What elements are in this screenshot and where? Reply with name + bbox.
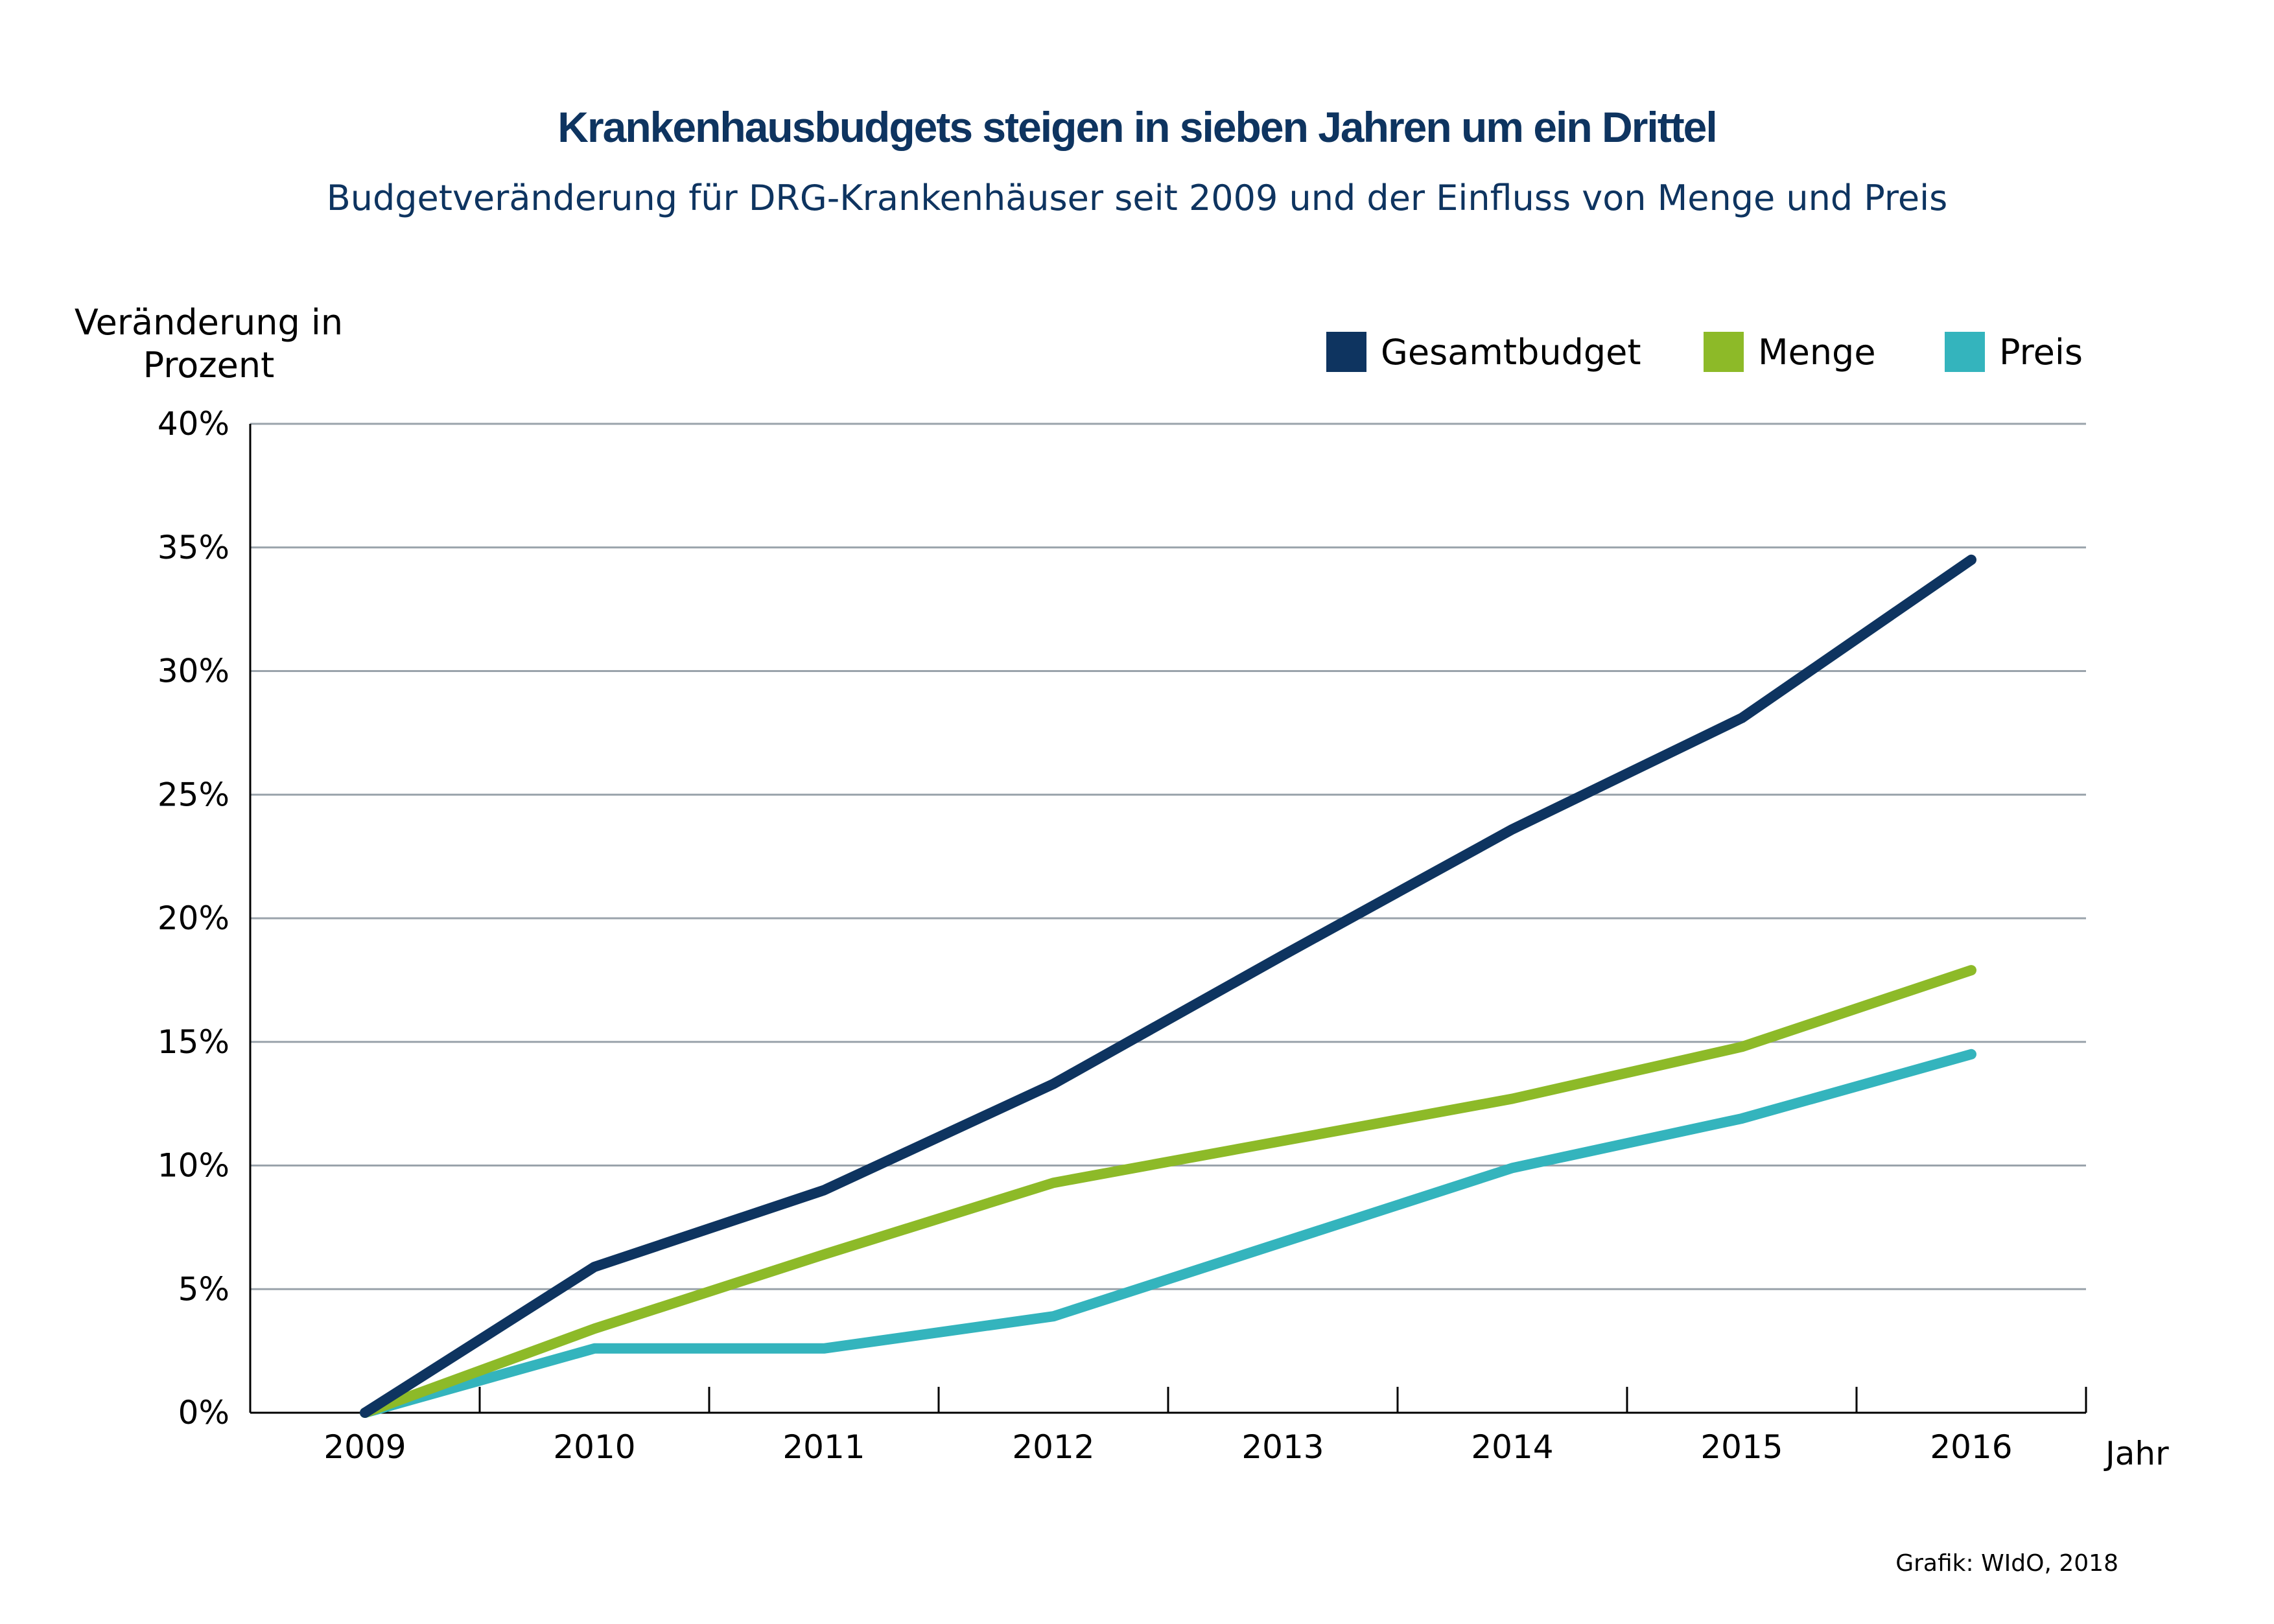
x-tick-label-2016: 2016 <box>1930 1428 2012 1466</box>
x-tick-label-2009: 2009 <box>323 1428 406 1466</box>
x-tick-label-2011: 2011 <box>782 1428 865 1466</box>
y-tick-label-0: 0% <box>178 1394 229 1432</box>
chart-subtitle: Budgetveränderung für DRG-Krankenhäuser … <box>326 178 1948 218</box>
x-tick-label-2014: 2014 <box>1471 1428 1553 1466</box>
legend-item-menge: Menge <box>1704 329 1876 375</box>
y-axis-label-line-2: Prozent <box>143 345 275 386</box>
x-tick-label-2010: 2010 <box>553 1428 635 1466</box>
x-axis-label: Jahr <box>2104 1435 2169 1472</box>
y-tick-label-35: 35% <box>158 529 229 566</box>
y-tick-label-15: 15% <box>158 1023 229 1061</box>
series-line-gesamtbudget <box>360 554 1976 1418</box>
y-tick-label-40: 40% <box>158 405 229 443</box>
series-line-preis <box>360 1049 1976 1418</box>
legend-label-menge: Menge <box>1758 331 1876 373</box>
y-tick-label-25: 25% <box>158 776 229 813</box>
chart-title: Krankenhausbudgets steigen in sieben Jah… <box>557 103 1717 151</box>
y-tick-label-20: 20% <box>158 899 229 937</box>
source-credit: Grafik: WIdO, 2018 <box>1895 1550 2118 1577</box>
x-tick-label-2013: 2013 <box>1241 1428 1324 1466</box>
x-tick-label-2015: 2015 <box>1700 1428 1783 1466</box>
x-tick-label-2012: 2012 <box>1012 1428 1094 1466</box>
legend-item-gesamtbudget: Gesamtbudget <box>1326 329 1641 375</box>
series-line-menge <box>360 965 1976 1418</box>
y-axis-label-line-1: Veränderung in <box>74 302 344 343</box>
legend-swatch-preis <box>1945 332 1985 372</box>
y-tick-label-10: 10% <box>158 1147 229 1185</box>
legend-label-preis: Preis <box>1999 331 2083 373</box>
legend-swatch-menge <box>1704 332 1744 372</box>
y-tick-label-30: 30% <box>158 653 229 690</box>
y-tick-label-5: 5% <box>178 1270 229 1308</box>
legend-swatch-gesamtbudget <box>1326 332 1366 372</box>
legend-label-gesamtbudget: Gesamtbudget <box>1381 331 1641 373</box>
legend-item-preis: Preis <box>1945 329 2083 375</box>
